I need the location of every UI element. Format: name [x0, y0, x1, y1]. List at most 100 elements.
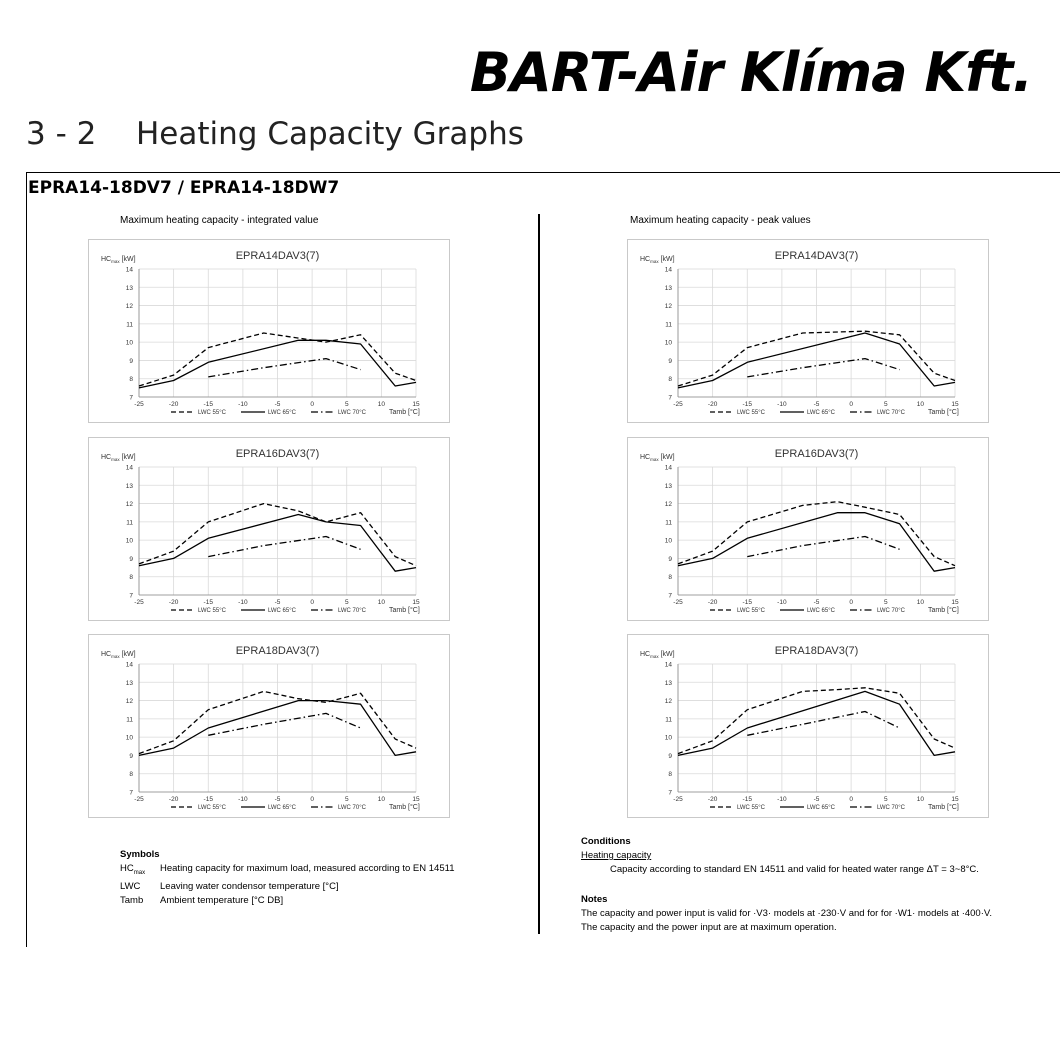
- line-chart: EPRA14DAV3(7) HCmax [kW] 7 8 9 10 11 12 13 14 -25 -…: [101, 250, 420, 416]
- y-tick-label: 10: [665, 340, 673, 347]
- x-tick-label: -15: [204, 401, 214, 408]
- x-tick-label: 5: [345, 401, 349, 408]
- notes-line: The capacity and the power input are at …: [581, 922, 837, 933]
- legend-label: LWC 65°C: [807, 805, 836, 811]
- x-tick-label: -10: [777, 401, 787, 408]
- x-axis-label: Tamb [°C]: [389, 606, 420, 614]
- conditions-heading: Conditions: [581, 836, 631, 847]
- x-tick-label: 5: [345, 599, 349, 606]
- section-title: Heating Capacity Graphs: [136, 116, 524, 152]
- y-tick-label: 8: [129, 376, 133, 383]
- y-tick-label: 12: [665, 501, 673, 508]
- legend-label: LWC 70°C: [877, 805, 906, 811]
- line-chart: EPRA18DAV3(7) HCmax [kW] 7 8 9 10 11 12 13 14 -25 -…: [101, 645, 420, 811]
- x-tick-label: -10: [777, 599, 787, 606]
- x-tick-label: 0: [849, 401, 853, 408]
- y-tick-label: 9: [668, 556, 672, 563]
- y-tick-label: 8: [668, 771, 672, 778]
- conditions-subheading: Heating capacity: [581, 850, 652, 861]
- y-tick-label: 10: [665, 538, 673, 545]
- y-tick-label: 13: [665, 680, 673, 687]
- line-chart: EPRA16DAV3(7) HCmax [kW] 7 8 9 10 11 12 13 14 -25 -…: [101, 448, 420, 614]
- series-line-dashdot: [208, 712, 361, 736]
- symbol-description: Leaving water condensor temperature [°C]: [160, 880, 339, 892]
- y-tick-label: 13: [665, 483, 673, 490]
- y-tick-label: 14: [126, 662, 134, 669]
- series-line-dashdot: [208, 535, 361, 558]
- x-tick-label: -10: [238, 401, 248, 408]
- x-tick-label: -10: [238, 599, 248, 606]
- y-tick-label: 12: [665, 303, 673, 310]
- x-axis-label: Tamb [°C]: [928, 606, 959, 614]
- chart-title: EPRA18DAV3(7): [236, 645, 320, 657]
- x-tick-label: -5: [275, 599, 281, 606]
- model-title: EPRA14-18DV7 / EPRA14-18DW7: [28, 178, 340, 198]
- notes-heading: Notes: [581, 894, 608, 905]
- line-chart: EPRA18DAV3(7) HCmax [kW] 7 8 9 10 11 12 13 14 -25 -…: [640, 645, 959, 811]
- line-chart: EPRA16DAV3(7) HCmax [kW] 7 8 9 10 11 12 13 14 -25 -…: [640, 448, 959, 614]
- symbol-key: LWC: [120, 880, 141, 892]
- y-tick-label: 13: [126, 483, 134, 490]
- y-tick-label: 13: [126, 285, 134, 292]
- chart-peak-epra14: EPRA14DAV3(7) HCmax [kW] 7 8 9 10 11 12 13 14 -25 -…: [627, 239, 989, 423]
- x-tick-label: -25: [673, 401, 683, 408]
- symbol-key: HCmax: [120, 863, 146, 876]
- x-tick-label: -25: [134, 401, 144, 408]
- x-axis-label: Tamb [°C]: [389, 803, 420, 811]
- y-tick-label: 11: [665, 321, 672, 328]
- left-border: [26, 172, 27, 947]
- x-tick-label: 15: [412, 599, 420, 606]
- series-line-solid: [138, 339, 417, 389]
- series-line-solid: [677, 512, 956, 572]
- series-line-dashdot: [747, 357, 900, 378]
- legend-label: LWC 55°C: [737, 410, 766, 416]
- y-tick-label: 7: [668, 593, 672, 600]
- x-tick-label: 10: [378, 599, 386, 606]
- y-tick-label: 12: [126, 501, 134, 508]
- x-tick-label: -20: [708, 796, 718, 803]
- y-axis-label: HCmax [kW]: [101, 454, 136, 462]
- series-line-solid: [138, 699, 417, 757]
- y-tick-label: 12: [126, 303, 134, 310]
- x-axis-label: Tamb [°C]: [928, 408, 959, 416]
- series-line-dashdot: [747, 535, 900, 558]
- x-tick-label: 15: [951, 599, 959, 606]
- x-tick-label: 10: [917, 796, 925, 803]
- y-tick-label: 14: [665, 267, 673, 274]
- x-tick-label: -10: [238, 796, 248, 803]
- legend-label: LWC 65°C: [807, 410, 836, 416]
- x-tick-label: -20: [169, 796, 179, 803]
- symbol-row: LWC Leaving water condensor temperature […: [120, 880, 520, 894]
- legend-label: LWC 65°C: [268, 805, 297, 811]
- symbol-key: Tamb: [120, 894, 144, 906]
- legend-label: LWC 70°C: [338, 410, 367, 416]
- x-tick-label: 10: [917, 599, 925, 606]
- chart-title: EPRA14DAV3(7): [236, 250, 320, 262]
- y-tick-label: 10: [126, 735, 134, 742]
- section-number: 3 - 2: [26, 116, 97, 152]
- legend-label: LWC 70°C: [338, 608, 367, 614]
- x-tick-label: 5: [884, 599, 888, 606]
- y-tick-label: 11: [126, 519, 133, 526]
- x-tick-label: -10: [777, 796, 787, 803]
- y-axis-label: HCmax [kW]: [640, 256, 675, 264]
- x-tick-label: -25: [134, 599, 144, 606]
- x-tick-label: -5: [275, 796, 281, 803]
- series-line-solid: [677, 332, 956, 389]
- legend-label: LWC 55°C: [198, 805, 227, 811]
- x-tick-label: 15: [951, 401, 959, 408]
- y-tick-label: 11: [126, 321, 133, 328]
- legend-label: LWC 55°C: [737, 608, 766, 614]
- y-axis-label: HCmax [kW]: [640, 651, 675, 659]
- right-column-title: Maximum heating capacity - peak values: [630, 215, 811, 226]
- y-tick-label: 8: [129, 771, 133, 778]
- x-tick-label: -25: [673, 599, 683, 606]
- series-line-dashdot: [208, 357, 361, 378]
- y-tick-label: 14: [126, 465, 134, 472]
- x-tick-label: -5: [814, 599, 820, 606]
- chart-title: EPRA18DAV3(7): [775, 645, 859, 657]
- notes-block: Notes The capacity and power input is va…: [581, 893, 1051, 935]
- conditions-block: Conditions Heating capacity Capacity acc…: [581, 835, 1041, 877]
- y-tick-label: 10: [665, 735, 673, 742]
- chart-integrated-epra14: EPRA14DAV3(7) HCmax [kW] 7 8 9 10 11 12 13 14 -25 -…: [88, 239, 450, 423]
